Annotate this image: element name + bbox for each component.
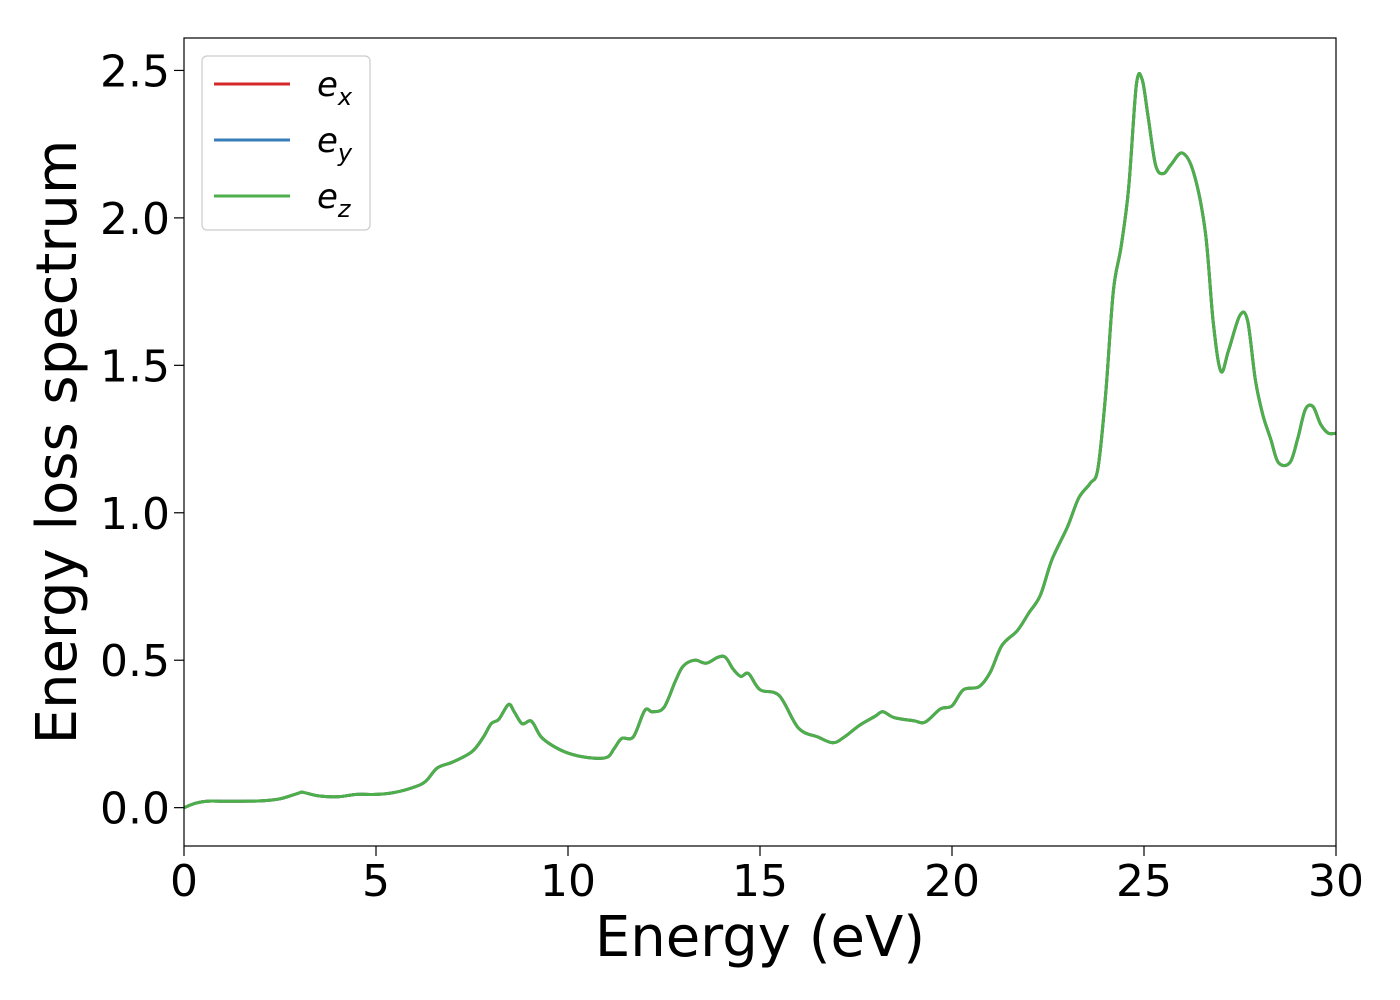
x-tick-label: 30	[1308, 856, 1364, 907]
y-tick-label: 2.5	[100, 46, 170, 97]
y-tick-label: 0.5	[100, 636, 170, 687]
series-line-z	[184, 72, 1336, 810]
legend-label-x: ex	[317, 65, 353, 111]
y-axis-title: Energy loss spectrum	[25, 140, 90, 745]
legend-label-y: ey	[317, 121, 353, 167]
legend-box	[201, 55, 371, 231]
y-tick-label: 1.0	[100, 489, 170, 540]
legend: ex ey ez	[201, 55, 371, 231]
x-tick-label: 25	[1116, 856, 1172, 907]
y-axis: 0.0 0.5 1.0 1.5 2.0 2.5	[100, 46, 184, 835]
y-tick-label: 0.0	[100, 784, 170, 835]
legend-label-z: ez	[317, 177, 352, 223]
plot-series	[184, 72, 1336, 810]
x-tick-label: 15	[732, 856, 788, 907]
x-tick-label: 5	[362, 856, 390, 907]
y-tick-label: 1.5	[100, 341, 170, 392]
plot-frame	[183, 37, 1337, 847]
x-axis-title: Energy (eV)	[595, 905, 925, 970]
x-tick-label: 10	[540, 856, 596, 907]
y-tick-label: 2.0	[100, 194, 170, 245]
x-tick-label: 20	[924, 856, 980, 907]
x-tick-label: 0	[170, 856, 198, 907]
x-axis: 0 5 10 15 20 25 30	[170, 846, 1364, 907]
